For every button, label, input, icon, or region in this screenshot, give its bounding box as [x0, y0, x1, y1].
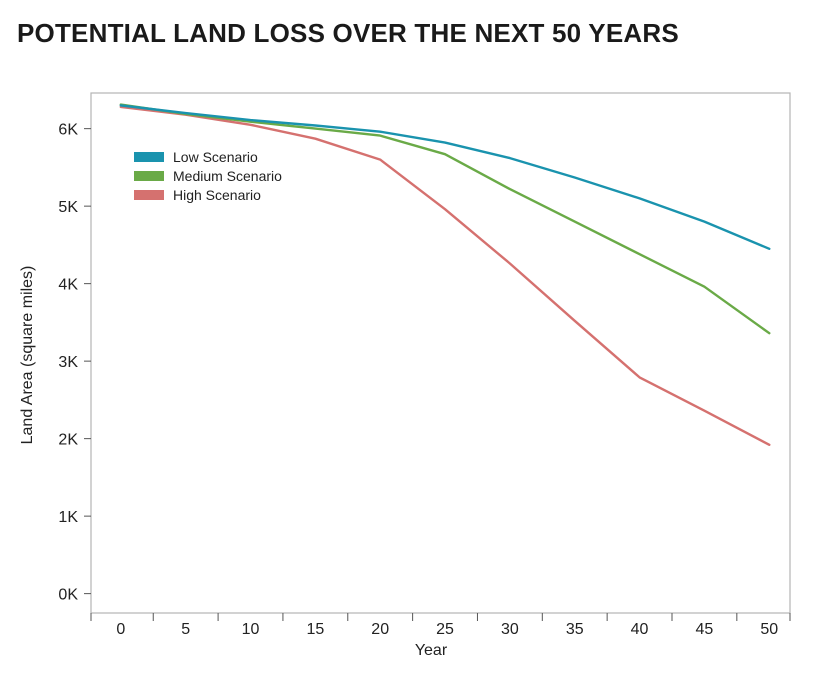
x-tick-label: 30 — [501, 621, 519, 638]
y-tick-label: 3K — [58, 354, 78, 371]
x-tick-label: 35 — [566, 621, 584, 638]
x-axis: 0 5 10 15 20 25 30 35 40 45 50 — [90, 613, 791, 638]
legend-label: High Scenario — [173, 187, 261, 203]
x-tick-label: 15 — [306, 621, 324, 638]
x-tick-label: 40 — [631, 621, 649, 638]
legend-swatch — [134, 171, 164, 181]
series-line-medium-scenario — [119, 103, 771, 335]
legend-label: Medium Scenario — [173, 168, 282, 184]
series-line-high-scenario — [119, 105, 771, 446]
y-tick-label: 6K — [58, 122, 78, 139]
plot-frame — [90, 92, 791, 614]
x-tick-label: 25 — [436, 621, 454, 638]
legend-swatch — [134, 190, 164, 200]
legend-label: Low Scenario — [173, 149, 258, 165]
x-tick-label: 5 — [181, 621, 190, 638]
x-axis-title: Year — [415, 642, 448, 659]
y-tick-label: 2K — [58, 432, 78, 449]
x-tick-label: 0 — [116, 621, 125, 638]
series-line-low-scenario — [119, 104, 771, 251]
x-tick-label: 50 — [760, 621, 778, 638]
y-tick-label: 4K — [58, 277, 78, 294]
x-tick-label: 20 — [371, 621, 389, 638]
y-axis-title: Land Area (square miles) — [19, 266, 36, 445]
series-lines — [119, 103, 771, 446]
y-tick-label: 5K — [58, 199, 78, 216]
x-tick-label: 10 — [242, 621, 260, 638]
chart-title: POTENTIAL LAND LOSS OVER THE NEXT 50 YEA… — [17, 18, 679, 48]
y-tick-label: 1K — [58, 509, 78, 526]
y-tick-label: 0K — [58, 587, 78, 604]
x-tick-label: 45 — [696, 621, 714, 638]
legend: Low Scenario Medium Scenario High Scenario — [134, 149, 282, 203]
y-axis: 0K 1K 2K 3K 4K 5K 6K — [58, 122, 91, 604]
legend-swatch — [134, 152, 164, 162]
